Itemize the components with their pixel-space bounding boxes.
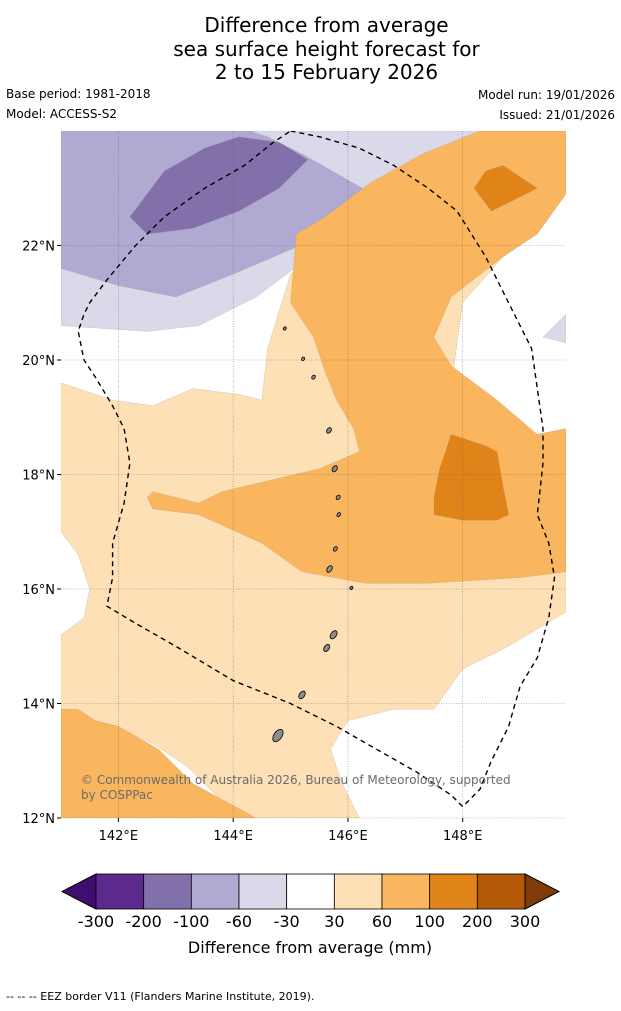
copyright-annotation: © Commonwealth of Australia 2026, Bureau… bbox=[81, 773, 511, 802]
colorbar-tick-1: -200 bbox=[126, 912, 162, 931]
region-strong-positive-center bbox=[433, 434, 509, 521]
x-tick-label-148: 148°E bbox=[443, 829, 483, 844]
colorbar-bin-5 bbox=[333, 873, 383, 910]
region-moderate-positive-sw bbox=[61, 709, 257, 818]
colorbar-extend-low bbox=[60, 873, 97, 910]
colorbar-tick-8: 200 bbox=[462, 912, 493, 931]
colorbar-bin-3 bbox=[238, 873, 288, 910]
colorbar-bin-4 bbox=[286, 873, 335, 910]
island-agrihan bbox=[326, 427, 332, 434]
colorbar-bin-0 bbox=[95, 873, 145, 910]
island-alamagan bbox=[335, 494, 341, 501]
island-guam bbox=[272, 728, 284, 743]
title-line-1: Difference from average bbox=[204, 13, 449, 37]
eez-border-layer bbox=[77, 131, 556, 808]
copyright-line-2: by COSPPac bbox=[81, 788, 153, 802]
colorbar-tick-5: 30 bbox=[324, 912, 344, 931]
y-tick-label-16: 16°N bbox=[22, 583, 55, 598]
colorbar-bin-1 bbox=[143, 873, 192, 910]
colorbar-tick-0: -300 bbox=[78, 912, 114, 931]
islands-layer bbox=[272, 326, 354, 743]
island-anatahan bbox=[326, 565, 333, 573]
colorbar-tick-3: -60 bbox=[226, 912, 252, 931]
region-strong-positive-ne bbox=[473, 165, 538, 212]
y-tick-label-22: 22°N bbox=[22, 240, 55, 255]
island-rota bbox=[298, 690, 306, 700]
island-tinian bbox=[323, 643, 331, 652]
colorbar-tick-4: -30 bbox=[274, 912, 300, 931]
forecast-map: 142°E 144°E 146°E 148°E 12°N 14°N 16°N 18°N 20°N… bbox=[22, 131, 566, 957]
island-asuncion bbox=[311, 374, 316, 380]
issued-date: Issued: 21/01/2026 bbox=[499, 108, 615, 122]
island-pagan bbox=[331, 465, 338, 473]
chart-title: Difference from average sea surface heig… bbox=[0, 13, 621, 85]
colorbar-bin-6 bbox=[381, 873, 431, 910]
title-line-2: sea surface height forecast for bbox=[173, 36, 480, 61]
island-farallon-de-pajaros bbox=[282, 326, 287, 331]
island-guguan bbox=[336, 512, 341, 517]
colorbar-tick-2: -100 bbox=[173, 912, 209, 931]
y-tick-label-20: 20°N bbox=[22, 354, 55, 369]
model-run: Model run: 19/01/2026 bbox=[477, 88, 615, 102]
island-saipan bbox=[329, 630, 338, 640]
island-farallon-de-medinilla bbox=[349, 585, 354, 590]
island-maug bbox=[301, 356, 306, 362]
x-tick-label-144: 144°E bbox=[213, 829, 253, 844]
colorbar-bin-8 bbox=[476, 873, 526, 910]
colorbar-tick-6: 60 bbox=[372, 912, 392, 931]
x-tick-label-146: 146°E bbox=[328, 829, 368, 844]
title-line-3: 2 to 15 February 2026 bbox=[214, 60, 439, 84]
y-tick-label-12: 12°N bbox=[22, 812, 55, 827]
model-name: Model: ACCESS-S2 bbox=[6, 107, 118, 121]
axis-ticks: 142°E 144°E 146°E 148°E 12°N 14°N 16°N 18°N 20°N… bbox=[22, 240, 482, 845]
colorbar-extend-high bbox=[524, 873, 561, 910]
y-tick-label-18: 18°N bbox=[22, 469, 55, 484]
grid-lines bbox=[61, 131, 566, 819]
x-tick-label-142: 142°E bbox=[99, 829, 139, 844]
copyright-line-1: © Commonwealth of Australia 2026, Bureau… bbox=[81, 773, 511, 787]
y-tick-label-14: 14°N bbox=[22, 698, 55, 713]
eez-footnote: -- -- -- EEZ border V11 (Flanders Marine… bbox=[6, 990, 315, 1003]
colorbar-tick-7: 100 bbox=[414, 912, 445, 931]
colorbar: -300 -200 -100 -60 -30 30 60 100 200 300 bbox=[60, 873, 561, 931]
colorbar-bin-2 bbox=[190, 873, 240, 910]
eez-border bbox=[77, 131, 556, 808]
colorbar-label: Difference from average (mm) bbox=[188, 938, 432, 957]
island-sarigan bbox=[332, 546, 338, 552]
region-weak-negative-east bbox=[542, 313, 566, 344]
colorbar-tick-9: 300 bbox=[510, 912, 541, 931]
colorbar-bin-7 bbox=[429, 873, 478, 910]
base-period: Base period: 1981-2018 bbox=[6, 87, 151, 101]
